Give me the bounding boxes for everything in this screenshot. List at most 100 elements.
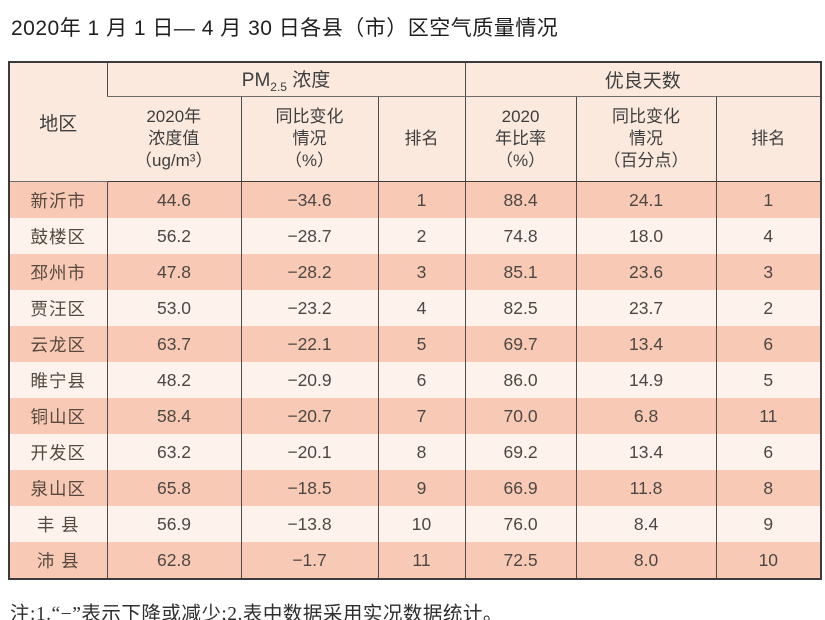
table-row: 沛 县 62.8 −1.7 11 72.5 8.0 10 bbox=[9, 542, 822, 579]
region-cell: 铜山区 bbox=[9, 398, 107, 434]
region-cell: 鼓楼区 bbox=[9, 218, 107, 254]
header-pm25-change: 同比变化 情况 （%） bbox=[240, 96, 378, 182]
good-rank-cell: 6 bbox=[715, 434, 822, 470]
pm25-change-cell: −20.9 bbox=[240, 362, 378, 398]
pm25-change-cell: −1.7 bbox=[240, 542, 378, 579]
good-change-cell: 23.6 bbox=[575, 254, 717, 290]
good-ratio-cell: 74.8 bbox=[464, 218, 577, 254]
pm25-value-cell: 53.0 bbox=[106, 290, 241, 326]
good-rank-cell: 6 bbox=[715, 326, 822, 362]
good-change-cell: 13.4 bbox=[575, 434, 717, 470]
good-change-cell: 23.7 bbox=[575, 290, 717, 326]
pm25-value-cell: 44.6 bbox=[106, 181, 241, 218]
pm25-change-cell: −20.7 bbox=[240, 398, 378, 434]
region-cell: 云龙区 bbox=[9, 326, 107, 362]
header-pm25-value: 2020年 浓度值 （ug/m³） bbox=[107, 96, 241, 182]
pm25-rank-cell: 3 bbox=[377, 254, 466, 290]
header-region: 地区 bbox=[9, 62, 107, 182]
good-rank-cell: 1 bbox=[715, 181, 822, 218]
table-row: 开发区 63.2 −20.1 8 69.2 13.4 6 bbox=[9, 434, 822, 470]
good-rank-cell: 5 bbox=[715, 362, 822, 398]
good-ratio-cell: 82.5 bbox=[464, 290, 577, 326]
good-change-cell: 18.0 bbox=[575, 218, 717, 254]
good-change-cell: 24.1 bbox=[575, 181, 717, 218]
good-rank-cell: 8 bbox=[715, 470, 822, 506]
pm25-change-cell: −28.7 bbox=[240, 218, 378, 254]
pm25-change-cell: −13.8 bbox=[240, 506, 378, 542]
pm25-rank-cell: 4 bbox=[377, 290, 466, 326]
table-row: 新沂市 44.6 −34.6 1 88.4 24.1 1 bbox=[9, 181, 822, 218]
region-cell: 睢宁县 bbox=[9, 362, 107, 398]
pm25-rank-cell: 10 bbox=[377, 506, 466, 542]
good-ratio-cell: 69.7 bbox=[464, 326, 577, 362]
pm25-change-cell: −18.5 bbox=[240, 470, 378, 506]
pm25-change-cell: −23.2 bbox=[240, 290, 378, 326]
header-pm25-group: PM2.5 浓度 bbox=[106, 62, 466, 97]
good-ratio-cell: 76.0 bbox=[464, 506, 577, 542]
good-ratio-cell: 88.4 bbox=[464, 181, 577, 218]
pm25-subscript: 2.5 bbox=[270, 79, 287, 94]
pm25-rank-cell: 8 bbox=[377, 434, 466, 470]
pm25-rank-cell: 2 bbox=[377, 218, 466, 254]
header-column-row: 2020年 浓度值 （ug/m³） 同比变化 情况 （%） 排名 2020 年比… bbox=[9, 96, 822, 182]
table-header: 地区 PM2.5 浓度 优良天数 2020年 浓度值 （ug/m³） 同比变化 … bbox=[9, 62, 822, 182]
pm25-rank-cell: 1 bbox=[377, 181, 466, 218]
good-ratio-cell: 69.2 bbox=[464, 434, 577, 470]
region-cell: 贾汪区 bbox=[9, 290, 107, 326]
pm25-change-cell: −20.1 bbox=[240, 434, 378, 470]
region-cell: 沛 县 bbox=[9, 542, 107, 579]
header-pm25-rank: 排名 bbox=[377, 96, 466, 182]
good-change-cell: 8.0 bbox=[575, 542, 717, 579]
page-title: 2020年 1 月 1 日— 4 月 30 日各县（市）区空气质量情况 bbox=[11, 17, 559, 40]
table-row: 睢宁县 48.2 −20.9 6 86.0 14.9 5 bbox=[9, 362, 822, 398]
pm25-group-label: 浓度 bbox=[286, 70, 331, 92]
good-change-cell: 11.8 bbox=[575, 470, 717, 506]
region-cell: 泉山区 bbox=[9, 470, 107, 506]
header-good-change: 同比变化 情况 （百分点） bbox=[575, 96, 717, 182]
pm25-value-cell: 62.8 bbox=[106, 542, 241, 579]
region-cell: 丰 县 bbox=[9, 506, 107, 542]
pm25-value-cell: 58.4 bbox=[106, 398, 241, 434]
good-rank-cell: 2 bbox=[715, 290, 822, 326]
header-group-row: 地区 PM2.5 浓度 优良天数 bbox=[9, 62, 822, 182]
pm25-rank-cell: 6 bbox=[377, 362, 466, 398]
header-good-ratio: 2020 年比率 （%） bbox=[464, 96, 577, 182]
good-ratio-cell: 85.1 bbox=[464, 254, 577, 290]
pm25-change-cell: −22.1 bbox=[240, 326, 378, 362]
table-row: 铜山区 58.4 −20.7 7 70.0 6.8 11 bbox=[9, 398, 822, 434]
good-change-cell: 6.8 bbox=[575, 398, 717, 434]
header-good-rank: 排名 bbox=[715, 96, 822, 182]
table-row: 邳州市 47.8 −28.2 3 85.1 23.6 3 bbox=[9, 254, 822, 290]
good-ratio-cell: 70.0 bbox=[464, 398, 577, 434]
footnote: 注:1.“−”表示下降或减少;2.表中数据采用实况数据统计。 bbox=[10, 604, 503, 620]
pm25-change-cell: −28.2 bbox=[240, 254, 378, 290]
good-rank-cell: 10 bbox=[715, 542, 822, 579]
table-body: 新沂市 44.6 −34.6 1 88.4 24.1 1 鼓楼区 56.2 −2… bbox=[9, 181, 822, 579]
pm25-change-cell: −34.6 bbox=[240, 181, 378, 218]
pm25-value-cell: 63.7 bbox=[106, 326, 241, 362]
pm25-rank-cell: 11 bbox=[377, 542, 466, 579]
pm25-rank-cell: 7 bbox=[377, 398, 466, 434]
pm25-prefix: PM bbox=[241, 70, 271, 92]
table-row: 云龙区 63.7 −22.1 5 69.7 13.4 6 bbox=[9, 326, 822, 362]
good-change-cell: 8.4 bbox=[575, 506, 717, 542]
good-rank-cell: 3 bbox=[715, 254, 822, 290]
pm25-value-cell: 63.2 bbox=[106, 434, 241, 470]
region-cell: 邳州市 bbox=[9, 254, 107, 290]
table-row: 贾汪区 53.0 −23.2 4 82.5 23.7 2 bbox=[9, 290, 822, 326]
good-rank-cell: 4 bbox=[715, 218, 822, 254]
air-quality-table: 地区 PM2.5 浓度 优良天数 2020年 浓度值 （ug/m³） 同比变化 … bbox=[8, 61, 823, 580]
good-change-cell: 14.9 bbox=[575, 362, 717, 398]
region-cell: 开发区 bbox=[9, 434, 107, 470]
pm25-value-cell: 56.2 bbox=[106, 218, 241, 254]
pm25-value-cell: 65.8 bbox=[106, 470, 241, 506]
good-ratio-cell: 66.9 bbox=[464, 470, 577, 506]
pm25-value-cell: 56.9 bbox=[106, 506, 241, 542]
pm25-value-cell: 48.2 bbox=[106, 362, 241, 398]
good-rank-cell: 11 bbox=[715, 398, 822, 434]
good-rank-cell: 9 bbox=[715, 506, 822, 542]
good-change-cell: 13.4 bbox=[575, 326, 717, 362]
region-cell: 新沂市 bbox=[9, 181, 107, 218]
table-row: 丰 县 56.9 −13.8 10 76.0 8.4 9 bbox=[9, 506, 822, 542]
